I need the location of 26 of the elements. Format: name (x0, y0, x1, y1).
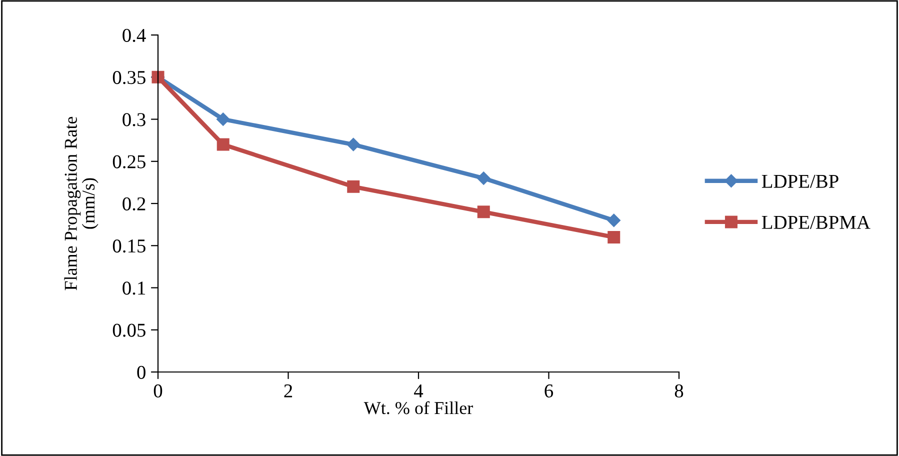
x-tick-label: 4 (414, 384, 424, 398)
y-tick-label: 0.1 (122, 282, 146, 295)
point (477, 206, 490, 218)
y-tick-label: 0.25 (112, 155, 146, 168)
x-tick-label: 8 (674, 384, 684, 398)
point (347, 180, 360, 193)
point (608, 230, 620, 244)
x-tick-label: 0 (154, 384, 162, 398)
y-tick-label: 0 (137, 366, 146, 379)
y-tick-label: 0.15 (112, 239, 146, 253)
point (607, 214, 620, 227)
point (216, 112, 230, 126)
y-tick-label: 0.05 (112, 324, 146, 337)
y-tick-label: 0.35 (112, 70, 146, 84)
y-tick-label: 0.4 (122, 28, 146, 42)
point (477, 172, 490, 185)
y-tick-label: 0.2 (122, 197, 146, 211)
point (346, 138, 360, 152)
y-tick-label: 0.3 (122, 113, 146, 126)
legend-label: LDPE/BPMA (762, 216, 870, 229)
x-tick-label: 6 (544, 384, 554, 398)
point (216, 138, 230, 151)
x-tick-label: 2 (284, 384, 292, 398)
y-axis-title: Flame Propagation Rate (mm/s) (64, 116, 98, 290)
x-axis-title: Wt. % of Filler (364, 401, 473, 414)
legend-label: LDPE/BP (762, 174, 838, 188)
